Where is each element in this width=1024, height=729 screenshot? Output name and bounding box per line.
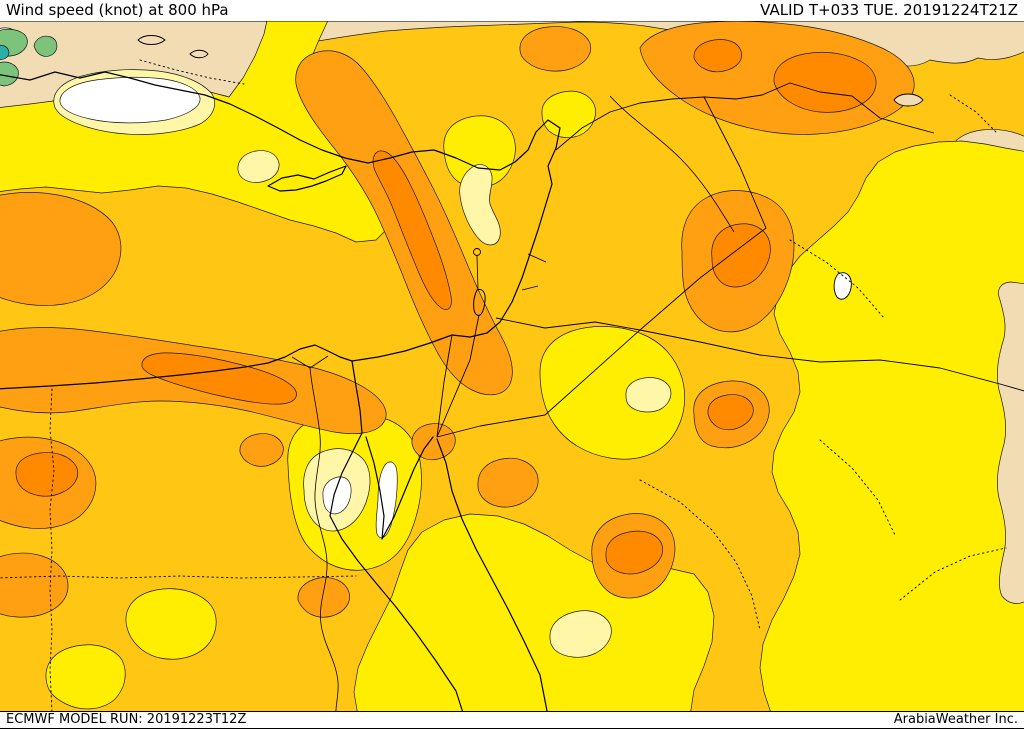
mediterranean-coastline [0,71,561,390]
dead-sea-outline [473,289,486,316]
lake-outline [189,49,209,59]
contour-region [372,150,452,310]
admin-boundary [639,479,761,631]
turkey-south-border [555,82,935,151]
contour-region [33,35,58,57]
contour-region [605,530,663,575]
contour-region [0,44,10,60]
contour-region [239,433,284,467]
suez-canal [351,360,363,434]
contour-region [297,577,351,618]
contour-region [707,394,754,431]
contour-region [541,90,596,138]
contour-region [693,39,743,73]
jordan-saudi-border [436,414,546,438]
contour-region [759,140,1024,717]
lakes-layer [137,35,924,316]
contour-region [0,61,19,87]
egypt-israel-border [436,334,453,438]
syria-iraq-jordan-border [544,96,767,416]
coastlines-layer [0,71,561,717]
contour-fill-layer [0,15,1024,717]
contour-region [125,588,217,660]
contour-region [375,461,398,539]
sea-of-galilee-outline [473,248,481,256]
admin-boundary [789,239,885,319]
contour-region [141,352,297,405]
admin-boundary [949,94,997,133]
contour-region [519,26,592,72]
contour-region [625,377,672,413]
lebanon-border [521,253,547,291]
lake-outline [137,35,166,45]
model-run-label: ECMWF MODEL RUN: 20191223T12Z [6,712,247,727]
contour-region [322,476,352,515]
lake-van-outline [893,93,924,107]
dotted-boundaries-layer [0,59,1007,713]
admin-boundary [899,547,1007,601]
contour-region [539,326,686,460]
contour-region [59,76,201,124]
contour-region [15,452,79,497]
euphrates-river [609,95,735,233]
iraq-saudi-border [639,329,1024,392]
contour-region [0,192,122,306]
footer-bar: ECMWF MODEL RUN: 20191223T12Z ArabiaWeat… [0,711,1024,729]
red-sea-arabian-coastline [436,438,549,717]
header-bar: Wind speed (knot) at 800 hPa VALID T+033… [0,0,1024,21]
contour-region [773,51,877,113]
nile-river [309,367,339,717]
page-title: Wind speed (knot) at 800 hPa [6,1,229,19]
cyprus-coastline [267,165,347,192]
contour-region [549,610,612,658]
israel-jordan-border [436,314,480,438]
nile-delta-branches [291,355,329,369]
valid-time-label: VALID T+033 TUE. 20191224T21Z [760,1,1018,19]
credit-label: ArabiaWeather Inc. [893,712,1018,727]
contour-region [997,281,1024,604]
admin-boundary [139,59,245,85]
rivers-layer [291,95,735,717]
contour-region [353,513,715,717]
sinai-coastline [365,436,434,540]
contour-region [477,457,539,508]
egypt-sudan-boundary [0,575,357,579]
borders-layer [0,20,1024,438]
contour-region [45,644,126,710]
syria-jordan-border [495,317,641,331]
jordan-river [476,255,479,291]
lake-tharthar-outline [833,272,852,300]
red-sea-african-coastline [329,432,465,717]
contour-region [237,150,280,183]
egypt-libya-boundary [49,388,55,713]
admin-boundary [819,439,896,536]
